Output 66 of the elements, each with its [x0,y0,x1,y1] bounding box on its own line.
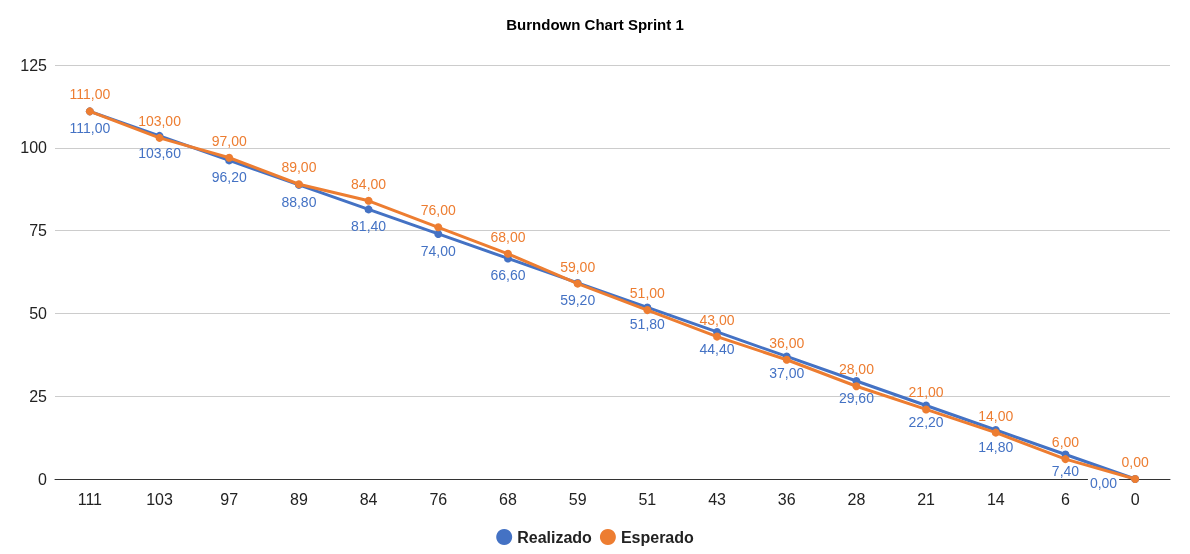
point [364,205,373,214]
legend-label: Esperado [620,528,695,546]
point [852,382,861,391]
data-label: 44,40 [699,340,735,357]
data-label: 111,00 [69,86,111,103]
data-label: 96,20 [211,169,247,186]
data-label: 7,40 [1051,463,1080,480]
data-label: 66,60 [490,267,526,284]
x-tick-label: 111 [77,490,103,508]
x-tick-label: 0 [1130,490,1140,508]
y-tick-label: 75 [29,222,48,240]
x-tick-label: 59 [568,490,587,508]
point [434,223,443,232]
x-tick-label: 14 [986,490,1005,508]
data-label: 14,00 [978,407,1014,424]
data-label: 29,60 [838,389,875,406]
data-label: 89,00 [281,159,317,176]
x-tick-label: 76 [429,490,448,508]
x-tick-label: 84 [359,490,378,508]
point [713,332,722,341]
y-tick-label: 25 [29,387,48,405]
x-tick-label: 21 [917,490,936,508]
point [364,196,373,205]
data-label: 51,00 [629,285,666,302]
point [434,229,443,238]
legend-label: Realizado [517,528,593,546]
data-label: 88,80 [281,193,317,210]
chart-title: Burndown Chart Sprint 1 [506,16,684,33]
x-tick-label: 43 [708,490,727,508]
data-label: 111,00 [69,120,111,137]
data-label: 81,40 [351,218,387,235]
y-tick-label: 125 [20,56,48,74]
data-label: 103,60 [138,144,182,161]
x-tick-label: 68 [499,490,517,508]
point [922,405,931,414]
data-label: 0,00 [1121,454,1149,470]
x-tick-label: 28 [847,490,866,508]
data-label: 14,80 [978,438,1014,455]
x-tick-label: 97 [220,490,239,508]
data-label: 22,20 [908,414,944,431]
y-tick-label: 100 [20,139,48,157]
x-tick-label: 51 [638,490,657,508]
data-label: 37,00 [769,365,805,382]
data-label: 21,00 [908,384,944,401]
data-label: 28,00 [838,361,875,378]
x-tick-label: 6 [1061,490,1071,508]
data-label: 68,00 [490,228,526,245]
x-tick-label: 36 [777,490,796,508]
data-label: 74,00 [420,242,457,259]
data-label: 51,80 [629,316,666,333]
y-tick-label: 0 [38,470,48,488]
point [503,249,512,258]
data-label: 36,00 [769,334,805,351]
data-label: 6,00 [1051,434,1080,451]
data-label: 103,00 [138,112,182,129]
data-label: 0,00 [1089,475,1118,491]
x-tick-label: 89 [290,490,308,508]
point [1061,455,1070,464]
y-tick-label: 50 [29,304,48,322]
data-label: 84,00 [351,175,387,192]
data-label: 59,20 [560,291,596,308]
x-tick-label: 103 [146,490,173,508]
data-label: 59,00 [560,258,596,275]
data-label: 97,00 [211,132,247,149]
data-label: 76,00 [420,202,457,219]
data-label: 43,00 [699,311,735,328]
